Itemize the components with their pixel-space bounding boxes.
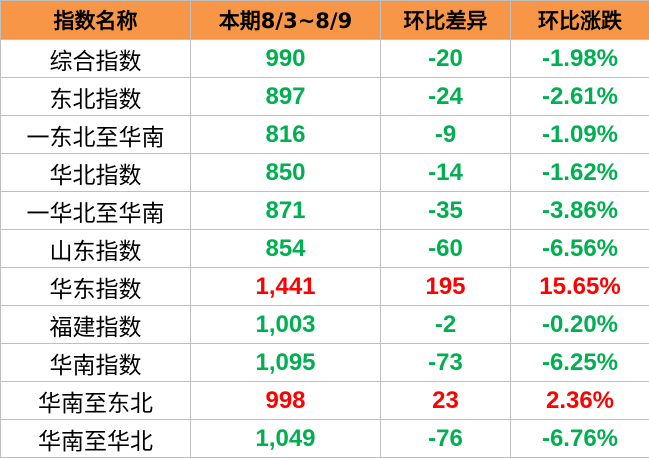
row-diff: -2 (381, 306, 511, 344)
row-value: 1,441 (191, 268, 381, 306)
header-row: 指数名称 本期8/3~8/9 环比差异 环比涨跌 (1, 1, 649, 40)
row-pct: -1.09% (511, 116, 649, 154)
row-name: 综合指数 (1, 40, 191, 78)
header-pct: 环比涨跌 (511, 1, 649, 40)
row-pct: 2.36% (511, 382, 649, 420)
row-pct: -6.76% (511, 420, 649, 458)
row-pct: -2.61% (511, 78, 649, 116)
row-value: 1,095 (191, 344, 381, 382)
row-name: 华南至东北 (1, 382, 191, 420)
row-diff: -24 (381, 78, 511, 116)
row-value: 871 (191, 192, 381, 230)
row-diff: -73 (381, 344, 511, 382)
row-diff: -35 (381, 192, 511, 230)
row-value: 1,049 (191, 420, 381, 458)
row-diff: -20 (381, 40, 511, 78)
row-value: 998 (191, 382, 381, 420)
row-name: 一华北至华南 (1, 192, 191, 230)
row-value: 850 (191, 154, 381, 192)
row-value: 816 (191, 116, 381, 154)
row-pct: -3.86% (511, 192, 649, 230)
row-name: 华北指数 (1, 154, 191, 192)
row-diff: 195 (381, 268, 511, 306)
row-diff: -9 (381, 116, 511, 154)
row-name: 山东指数 (1, 230, 191, 268)
row-name: 华东指数 (1, 268, 191, 306)
row-value: 990 (191, 40, 381, 78)
row-name: 东北指数 (1, 78, 191, 116)
row-pct: -6.25% (511, 344, 649, 382)
header-diff: 环比差异 (381, 1, 511, 40)
row-pct: -1.62% (511, 154, 649, 192)
row-value: 854 (191, 230, 381, 268)
row-pct: -1.98% (511, 40, 649, 78)
row-pct: 15.65% (511, 268, 649, 306)
row-name: 一东北至华南 (1, 116, 191, 154)
row-diff: 23 (381, 382, 511, 420)
row-name: 福建指数 (1, 306, 191, 344)
row-value: 1,003 (191, 306, 381, 344)
row-value: 897 (191, 78, 381, 116)
row-pct: -6.56% (511, 230, 649, 268)
header-name: 指数名称 (1, 1, 191, 40)
row-name: 华南至华北 (1, 420, 191, 458)
row-pct: -0.20% (511, 306, 649, 344)
row-name: 华南指数 (1, 344, 191, 382)
row-diff: -60 (381, 230, 511, 268)
row-diff: -14 (381, 154, 511, 192)
row-diff: -76 (381, 420, 511, 458)
header-current: 本期8/3~8/9 (191, 1, 381, 40)
